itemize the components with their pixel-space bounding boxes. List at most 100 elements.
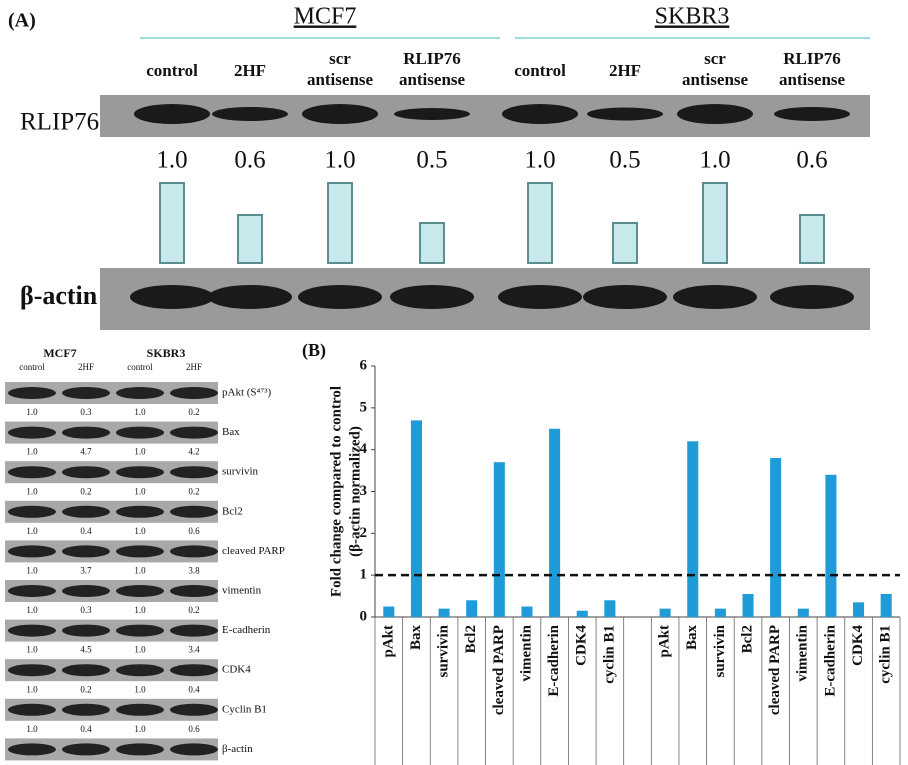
band: [170, 466, 218, 479]
value-label: 0.4: [80, 724, 92, 734]
lane-label: antisense: [307, 70, 374, 89]
row-label: β-actin: [222, 743, 253, 755]
bar: [576, 610, 588, 617]
value-label: 1.0: [26, 407, 38, 417]
value-label: 0.2: [188, 486, 199, 496]
value-label: 0.3: [80, 605, 92, 615]
band: [116, 703, 164, 716]
blot: [5, 619, 218, 642]
bar: [549, 428, 561, 617]
band: [116, 664, 164, 677]
value-label: 1.0: [26, 447, 38, 457]
bar: [438, 608, 450, 617]
x-tick-label: pAkt: [380, 625, 396, 658]
blot: [5, 500, 218, 523]
band: [116, 505, 164, 518]
quant-bar: [237, 214, 263, 264]
row-label: β-actin: [20, 281, 98, 310]
band: [170, 664, 218, 677]
value-label: 1.0: [134, 407, 146, 417]
x-tick-label: survivin: [712, 624, 728, 677]
band: [170, 624, 218, 637]
x-tick-label: cyclin B1: [878, 625, 894, 684]
value-label: 4.7: [80, 447, 92, 457]
lane-label: 2HF: [78, 362, 94, 372]
x-tick-label: Bax: [408, 625, 424, 651]
band: [170, 545, 218, 558]
band: [116, 466, 164, 479]
row-label: Cyclin B1: [222, 703, 267, 715]
row-label: cleaved PARP: [222, 545, 285, 557]
value-label: 0.6: [796, 147, 827, 174]
band: [116, 387, 164, 399]
value-label: 1.0: [134, 605, 146, 615]
value-label: 0.4: [80, 526, 92, 536]
row-label: Bcl2: [222, 505, 243, 517]
band: [8, 545, 56, 558]
value-label: 0.4: [188, 684, 200, 694]
band: [298, 285, 382, 309]
value-label: 1.0: [26, 645, 38, 655]
y-axis-label: Fold change compared to control: [328, 386, 344, 597]
band: [673, 285, 757, 309]
value-label: 3.8: [188, 565, 200, 575]
band: [8, 743, 56, 756]
value-label: 4.5: [80, 645, 92, 655]
value-label: 1.0: [134, 486, 146, 496]
band: [498, 285, 582, 309]
y-tick-label: 3: [360, 483, 368, 499]
lane-label: scr: [329, 49, 351, 68]
y-tick-label: 0: [360, 608, 368, 624]
value-label: 1.0: [26, 565, 38, 575]
band: [116, 426, 164, 439]
lane-label: 2HF: [234, 61, 266, 80]
blot: [5, 540, 218, 563]
band: [62, 743, 110, 756]
bar: [466, 600, 478, 617]
band: [116, 585, 164, 597]
value-label: 1.0: [26, 684, 38, 694]
value-label: 1.0: [134, 684, 146, 694]
band: [62, 466, 110, 479]
band: [8, 664, 56, 677]
bar: [853, 602, 865, 617]
blot: [5, 698, 218, 721]
bar: [825, 474, 837, 617]
x-tick-label: pAkt: [657, 625, 673, 658]
x-tick-label: cleaved PARP: [767, 625, 783, 715]
row-label: vimentin: [222, 585, 262, 597]
y-tick-label: 5: [360, 399, 368, 415]
value-label: 0.2: [188, 407, 199, 417]
band: [8, 466, 56, 479]
x-tick-label: Bcl2: [463, 625, 479, 653]
lane-label: RLIP76: [403, 49, 461, 68]
lane-label: control: [127, 362, 153, 372]
value-label: 0.3: [80, 407, 92, 417]
band: [8, 387, 56, 399]
quant-bar: [527, 182, 553, 264]
x-tick-label: E-cadherin: [546, 624, 562, 696]
x-tick-label: CDK4: [850, 625, 866, 666]
bar: [659, 608, 671, 617]
value-label: 4.2: [188, 447, 199, 457]
x-tick-label: Bcl2: [739, 625, 755, 653]
bar: [770, 458, 782, 617]
x-tick-label: vimentin: [518, 624, 534, 681]
lane-label: scr: [704, 49, 726, 68]
value-label: 1.0: [134, 447, 146, 457]
value-label: 1.0: [26, 526, 38, 536]
band: [62, 624, 110, 637]
band: [170, 426, 218, 439]
value-label: 0.6: [188, 724, 200, 734]
value-label: 1.0: [699, 147, 730, 174]
bar: [714, 608, 726, 617]
band: [170, 703, 218, 716]
bar: [410, 420, 422, 617]
panel-label: (A): [8, 10, 36, 32]
bar: [383, 606, 395, 617]
row-label: pAkt (S⁴⁷³): [222, 387, 271, 399]
value-label: 1.0: [26, 486, 38, 496]
band: [62, 545, 110, 558]
band: [587, 107, 663, 121]
